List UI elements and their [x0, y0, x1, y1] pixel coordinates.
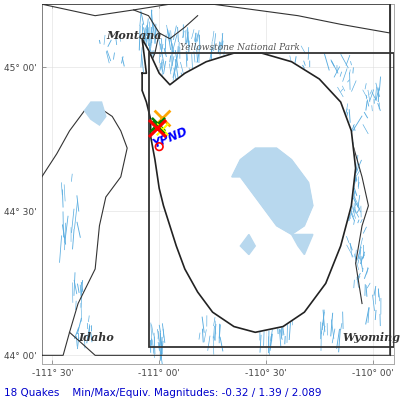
Polygon shape	[84, 102, 106, 125]
Point	[158, 126, 165, 132]
Polygon shape	[42, 4, 389, 177]
Text: Montana: Montana	[106, 30, 161, 41]
Point	[155, 120, 161, 127]
Point	[159, 115, 165, 121]
Bar	[148, 53, 393, 347]
Point	[155, 123, 161, 130]
Text: Wyoming: Wyoming	[342, 332, 400, 343]
Text: 18 Quakes    Min/Max/Equiv. Magnitudes: -0.32 / 1.39 / 2.089: 18 Quakes Min/Max/Equiv. Magnitudes: -0.…	[4, 388, 321, 398]
Point	[155, 144, 162, 150]
Polygon shape	[42, 105, 127, 355]
Polygon shape	[240, 234, 255, 254]
Polygon shape	[291, 234, 312, 254]
Polygon shape	[231, 148, 312, 234]
Text: Yellowstone National Park: Yellowstone National Park	[180, 43, 299, 52]
Text: YPND: YPND	[150, 125, 189, 151]
Polygon shape	[142, 39, 355, 332]
Point	[152, 122, 158, 129]
Text: Idaho: Idaho	[78, 332, 114, 343]
Point	[153, 125, 160, 131]
